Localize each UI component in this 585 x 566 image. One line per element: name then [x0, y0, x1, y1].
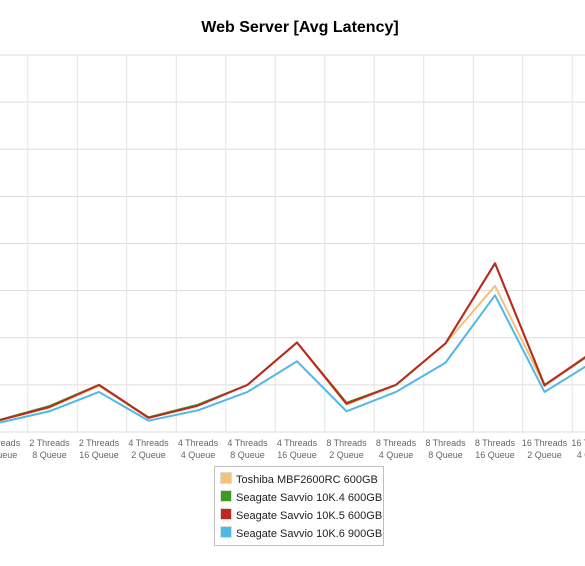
x-tick-label: 8 Queue — [32, 450, 67, 460]
x-tick-label: 4 Queue — [379, 450, 414, 460]
legend-swatch — [220, 526, 232, 538]
x-tick-label: 4 Queue — [181, 450, 216, 460]
x-tick-label: 16 Threads — [522, 438, 568, 448]
x-tick-label: 4 Threads — [277, 438, 318, 448]
grid — [0, 54, 585, 433]
x-tick-label: 2 Threads — [79, 438, 120, 448]
legend-swatch — [220, 490, 232, 502]
legend-label: Seagate Savvio 10K.4 600GB — [236, 492, 383, 504]
series-line — [0, 284, 585, 422]
x-tick-label: 8 Threads — [376, 438, 417, 448]
legend-swatch — [220, 472, 232, 484]
legend-label: Seagate Savvio 10K.6 900GB — [236, 528, 383, 540]
x-tick-label: 2 Queue — [131, 450, 166, 460]
series-lines — [0, 262, 585, 424]
x-tick-label: 2 Queue — [329, 450, 364, 460]
x-tick-label: 16 Queue — [475, 450, 515, 460]
x-tick-label: 2 Queue — [527, 450, 562, 460]
legend-label: Seagate Savvio 10K.5 600GB — [236, 510, 383, 522]
x-tick-label: 8 Threads — [425, 438, 466, 448]
series-line — [0, 294, 585, 424]
x-tick-label: 4 Threads — [128, 438, 169, 448]
x-tick-label: 8 Threads — [326, 438, 367, 448]
x-axis-ticks: 1 Threads 1 Queue 2 Threads 8 Queue 2 Thread… — [0, 438, 585, 460]
chart-title: Web Server [Avg Latency] — [201, 19, 399, 36]
line-chart: 1 Threads 1 Queue 2 Threads 8 Queue 2 Thread… — [0, 54, 585, 460]
x-tick-label: 2 Threads — [29, 438, 70, 448]
legend-item: Seagate Savvio 10K.4 600GB — [220, 489, 383, 507]
legend-label: Toshiba MBF2600RC 600GB — [236, 474, 378, 486]
legend-item: Seagate Savvio 10K.5 600GB — [220, 507, 383, 525]
x-tick-label: 4 Threads — [178, 438, 219, 448]
x-tick-label: 1 Queue — [0, 450, 17, 460]
x-tick-label: 8 Queue — [428, 450, 463, 460]
x-tick-label: 16 Queue — [79, 450, 119, 460]
x-tick-label: 8 Threads — [475, 438, 516, 448]
x-tick-label: 4 Threads — [227, 438, 268, 448]
x-tick-label: 16 Queue — [277, 450, 317, 460]
legend-item: Seagate Savvio 10K.6 900GB — [220, 525, 383, 543]
legend: Toshiba MBF2600RC 600GB Seagate Savvio 10… — [214, 466, 384, 546]
x-tick-label: 16 Threads — [571, 438, 585, 448]
x-tick-label: 1 Threads — [0, 438, 21, 448]
legend-item: Toshiba MBF2600RC 600GB — [220, 471, 383, 489]
x-tick-label: 8 Queue — [230, 450, 265, 460]
x-tick-label: 4 Queue — [577, 450, 585, 460]
legend-swatch — [220, 508, 232, 520]
series-line — [0, 262, 585, 422]
